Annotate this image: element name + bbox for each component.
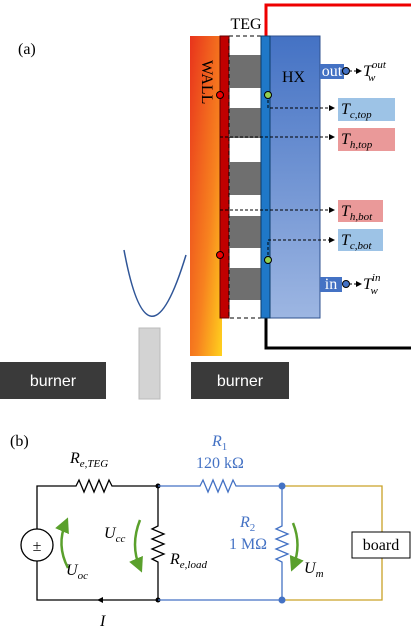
arrow bbox=[293, 523, 298, 567]
panel-label: (a) bbox=[18, 41, 36, 58]
cold-sensor bbox=[265, 92, 272, 99]
r2-value: 1 MΩ bbox=[229, 536, 267, 553]
sub: c,top bbox=[350, 109, 372, 121]
wire bbox=[158, 480, 282, 492]
sub: c,bot bbox=[350, 240, 373, 252]
burner-label: burner bbox=[217, 373, 264, 390]
teg-legs bbox=[229, 55, 262, 300]
r-teg: Re,TEG bbox=[69, 450, 108, 470]
sub: h,top bbox=[350, 139, 373, 151]
panel-label: (b) bbox=[10, 433, 29, 450]
outlet-port bbox=[343, 68, 350, 75]
sup: out bbox=[372, 59, 387, 71]
u-m: Um bbox=[304, 560, 324, 580]
sub: e,load bbox=[180, 559, 208, 571]
node bbox=[279, 597, 286, 604]
r-load: Re,load bbox=[169, 551, 207, 571]
sup: in bbox=[372, 272, 381, 284]
sub: w bbox=[370, 285, 378, 297]
sub: w bbox=[368, 72, 376, 84]
teg-leg bbox=[229, 216, 262, 248]
wire bbox=[152, 486, 164, 600]
arrow bbox=[135, 520, 140, 568]
symbol: R bbox=[69, 450, 80, 467]
u-cc: Ucc bbox=[104, 525, 125, 545]
divider bbox=[158, 480, 288, 600]
current-label: I bbox=[99, 613, 106, 630]
cold-sensor bbox=[265, 257, 272, 264]
hot-wire bbox=[266, 5, 411, 36]
hx-label: HX bbox=[282, 69, 306, 86]
node bbox=[279, 483, 286, 490]
sub: e,TEG bbox=[80, 458, 108, 470]
burner-label: burner bbox=[30, 373, 77, 390]
symbol: R bbox=[239, 514, 250, 531]
teg-leg bbox=[229, 55, 262, 88]
diagram: (a) TEG WALL HX out Toutw in Tinw Tc,top… bbox=[0, 0, 411, 635]
outlet-label: out bbox=[322, 63, 343, 80]
sub: m bbox=[316, 568, 324, 580]
wire bbox=[276, 486, 288, 600]
teg-leg bbox=[229, 268, 262, 300]
hot-sensor bbox=[217, 92, 224, 99]
r1-value: 120 kΩ bbox=[196, 455, 244, 472]
sub: 1 bbox=[222, 441, 228, 453]
cold-wire bbox=[266, 318, 411, 348]
r1: R1 bbox=[211, 433, 227, 453]
parabola bbox=[124, 250, 186, 316]
sub: oc bbox=[78, 570, 89, 582]
inlet-label: in bbox=[325, 276, 337, 293]
teg-label: TEG bbox=[230, 16, 262, 33]
board-label: board bbox=[363, 537, 399, 554]
u-oc: Uoc bbox=[66, 562, 88, 582]
wall-label: WALL bbox=[198, 60, 215, 104]
teg-leg bbox=[229, 108, 262, 138]
sub: cc bbox=[116, 533, 126, 545]
hot-plate bbox=[220, 36, 229, 318]
source-label: ± bbox=[33, 538, 42, 555]
teg-leg bbox=[229, 162, 262, 195]
sub: h,bot bbox=[350, 211, 373, 223]
teg-circuit bbox=[37, 480, 164, 600]
sub: 2 bbox=[250, 522, 256, 534]
symbol: R bbox=[211, 433, 222, 450]
hot-sensor bbox=[217, 252, 224, 259]
symbol: R bbox=[169, 551, 180, 568]
inlet-port bbox=[343, 281, 350, 288]
bar bbox=[139, 328, 160, 399]
cold-plate bbox=[261, 36, 270, 318]
r2: R2 bbox=[239, 514, 255, 534]
